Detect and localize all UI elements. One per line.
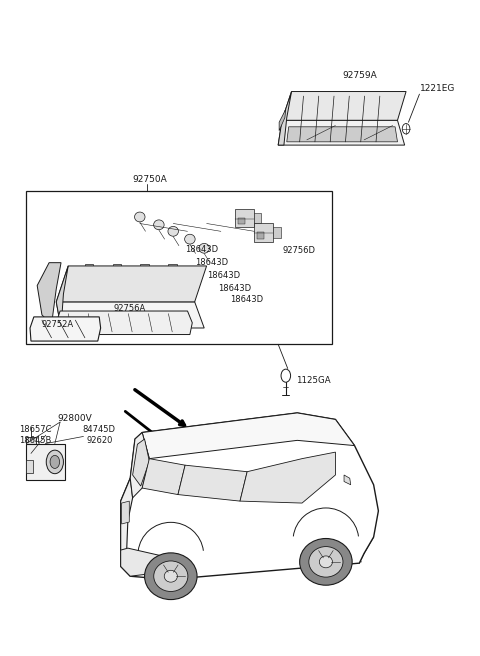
Polygon shape: [56, 266, 206, 302]
Text: 18643D: 18643D: [230, 295, 264, 304]
Text: 18645B: 18645B: [20, 436, 52, 445]
Bar: [129, 556, 160, 567]
Circle shape: [46, 450, 63, 474]
Bar: [26, 437, 36, 453]
Ellipse shape: [144, 553, 197, 600]
Polygon shape: [132, 439, 149, 486]
Polygon shape: [56, 302, 204, 328]
Polygon shape: [120, 413, 378, 579]
Text: 18643D: 18643D: [185, 245, 218, 254]
Ellipse shape: [114, 281, 126, 293]
Ellipse shape: [134, 212, 145, 222]
Ellipse shape: [300, 539, 352, 585]
Polygon shape: [178, 465, 247, 501]
Ellipse shape: [319, 556, 333, 568]
Bar: [85, 264, 94, 272]
Ellipse shape: [185, 234, 195, 244]
Text: 1221EG: 1221EG: [420, 85, 456, 93]
Bar: [360, 108, 369, 119]
Polygon shape: [240, 452, 336, 503]
Polygon shape: [121, 501, 129, 524]
Text: 84745D: 84745D: [83, 425, 116, 434]
Text: 92620: 92620: [86, 436, 113, 445]
Text: 92756A: 92756A: [114, 304, 146, 313]
Polygon shape: [287, 127, 397, 142]
Text: 92759A: 92759A: [343, 72, 377, 80]
Ellipse shape: [164, 570, 178, 582]
Text: 92756D: 92756D: [283, 247, 316, 255]
Ellipse shape: [160, 281, 172, 293]
Ellipse shape: [168, 226, 179, 236]
Polygon shape: [279, 109, 286, 131]
Bar: [254, 213, 262, 224]
Bar: [140, 264, 149, 272]
Text: 18643D: 18643D: [218, 284, 252, 293]
Polygon shape: [56, 311, 192, 335]
Bar: [204, 508, 217, 514]
Ellipse shape: [91, 281, 103, 293]
Text: 1125GA: 1125GA: [296, 376, 331, 385]
Bar: [235, 209, 254, 228]
Text: 18657C: 18657C: [20, 425, 52, 434]
Polygon shape: [278, 92, 291, 145]
Ellipse shape: [154, 561, 188, 592]
Bar: [168, 264, 177, 272]
Polygon shape: [130, 432, 149, 498]
Polygon shape: [56, 266, 68, 328]
Text: 92800V: 92800V: [58, 414, 93, 422]
Circle shape: [160, 562, 168, 573]
Ellipse shape: [154, 220, 164, 230]
Text: 18643D: 18643D: [195, 258, 228, 267]
Polygon shape: [30, 317, 101, 341]
Circle shape: [402, 123, 410, 134]
Bar: [257, 232, 264, 239]
Polygon shape: [282, 92, 406, 120]
Bar: [26, 443, 65, 480]
Bar: [361, 117, 367, 121]
Circle shape: [281, 369, 290, 382]
Bar: [274, 228, 281, 238]
Polygon shape: [344, 475, 351, 485]
Bar: [312, 108, 321, 119]
Ellipse shape: [199, 243, 209, 253]
Circle shape: [50, 455, 60, 468]
Text: 92752A: 92752A: [42, 320, 74, 329]
Bar: [113, 264, 121, 272]
Ellipse shape: [309, 546, 343, 577]
Bar: [26, 460, 33, 473]
Polygon shape: [120, 478, 132, 566]
Bar: [26, 191, 332, 344]
Text: 92750A: 92750A: [132, 174, 168, 184]
Ellipse shape: [137, 281, 149, 293]
Ellipse shape: [69, 281, 80, 293]
Bar: [254, 224, 274, 242]
Polygon shape: [142, 459, 185, 495]
Text: 18643D: 18643D: [206, 271, 240, 280]
Bar: [313, 117, 319, 121]
Bar: [271, 506, 284, 512]
Polygon shape: [278, 120, 405, 145]
Bar: [238, 218, 245, 224]
Polygon shape: [37, 262, 61, 325]
Polygon shape: [142, 413, 355, 459]
Polygon shape: [120, 548, 172, 576]
